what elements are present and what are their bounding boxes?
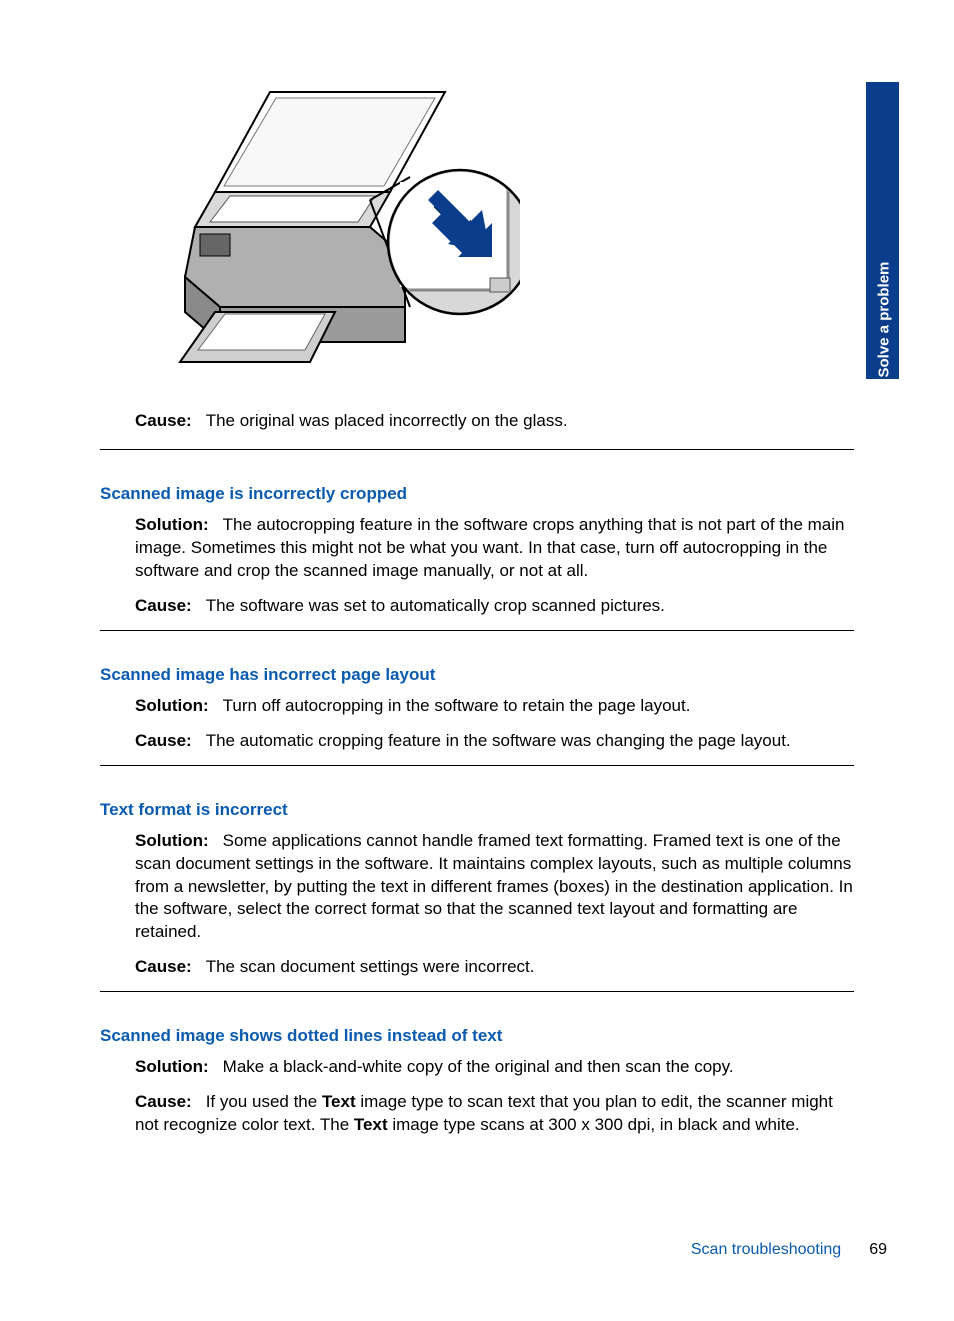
cause-label: Cause: <box>135 595 192 618</box>
solution-block: Solution: Turn off autocropping in the so… <box>135 695 854 718</box>
cause-block: Cause: The scan document settings were in… <box>135 956 854 979</box>
cause-label: Cause: <box>135 411 192 431</box>
section-heading: Scanned image has incorrect page layout <box>100 665 854 685</box>
top-cause-row: Cause: The original was placed incorrectl… <box>135 411 854 431</box>
cause-text: The automatic cropping feature in the so… <box>206 731 791 750</box>
cause-label: Cause: <box>135 956 192 979</box>
printer-svg <box>160 82 520 382</box>
cause-block: Cause: The software was set to automatica… <box>135 595 854 618</box>
solution-text: Some applications cannot handle framed t… <box>135 831 853 942</box>
section-divider <box>100 630 854 631</box>
solution-label: Solution: <box>135 1056 209 1079</box>
footer-page-number: 69 <box>869 1241 887 1258</box>
printer-illustration <box>160 82 854 387</box>
cause-bold-2: Text <box>354 1115 388 1134</box>
section-divider <box>100 991 854 992</box>
solution-label: Solution: <box>135 830 209 853</box>
solution-label: Solution: <box>135 514 209 537</box>
page-footer: Scan troubleshooting 69 <box>691 1241 887 1259</box>
section-divider <box>100 765 854 766</box>
cause-text: The scan document settings were incorrec… <box>206 957 535 976</box>
solution-text: Make a black-and-white copy of the origi… <box>223 1057 734 1076</box>
cause-text: The original was placed incorrectly on t… <box>206 411 568 430</box>
solution-block: Solution:Some applications cannot handle… <box>135 830 854 945</box>
solution-block: Solution: Make a black-and-white copy of … <box>135 1056 854 1079</box>
cause-text-pre: If you used the <box>206 1092 322 1111</box>
cause-block: Cause: The automatic cropping feature in … <box>135 730 854 753</box>
solution-text: Turn off autocropping in the software to… <box>223 696 691 715</box>
chapter-side-tab-label: Solve a problem <box>876 268 893 378</box>
solution-label: Solution: <box>135 695 209 718</box>
solution-text: The autocropping feature in the software… <box>135 515 844 580</box>
section-divider <box>100 449 854 450</box>
cause-text-post: image type scans at 300 x 300 dpi, in bl… <box>388 1115 800 1134</box>
cause-text: The software was set to automatically cr… <box>206 596 665 615</box>
footer-section-title: Scan troubleshooting <box>691 1241 841 1258</box>
section-heading: Text format is incorrect <box>100 800 854 820</box>
cause-label: Cause: <box>135 1091 192 1114</box>
cause-label: Cause: <box>135 730 192 753</box>
chapter-side-tab: Solve a problem <box>866 82 899 379</box>
section-heading: Scanned image shows dotted lines instead… <box>100 1026 854 1046</box>
cause-bold-1: Text <box>322 1092 356 1111</box>
solution-block: Solution:The autocropping feature in the… <box>135 514 854 583</box>
document-page: Solve a problem <box>0 0 954 1321</box>
cause-block: Cause:If you used the Text image type to… <box>135 1091 854 1137</box>
section-heading: Scanned image is incorrectly cropped <box>100 484 854 504</box>
